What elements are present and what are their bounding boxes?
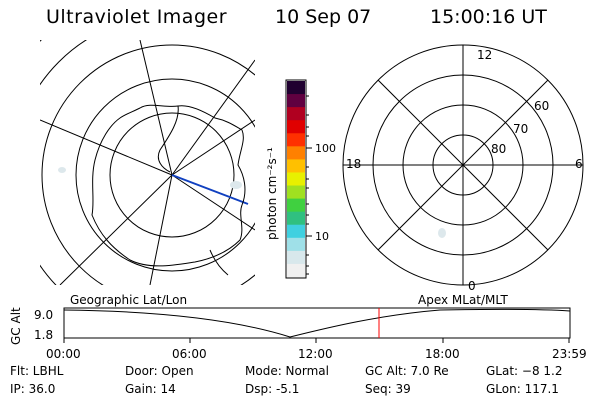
colorbar-segment: [287, 94, 305, 108]
colorbar-segment: [287, 159, 305, 173]
lat-label-80: 80: [491, 142, 506, 156]
dsp-info: Dsp: -5.1: [245, 382, 300, 396]
colorbar-segment: [287, 224, 305, 239]
colorbar-label: photon cm⁻²s⁻¹: [265, 147, 279, 240]
colorbar-tick-100: 100: [315, 142, 336, 155]
timeline-axis-label: GC Alt: [9, 307, 23, 345]
ip-info: IP: 36.0: [10, 382, 56, 396]
lat-label-70: 70: [513, 122, 528, 136]
colorbar-segment: [287, 250, 305, 265]
colorbar-tick-10: 10: [315, 230, 329, 243]
filter-info: Flt: LBHL: [10, 364, 64, 378]
timeline-ytick-top: 9.0: [34, 308, 53, 322]
glon-info: GLon: 117.1: [486, 382, 559, 396]
geographic-map: [40, 40, 255, 285]
glat-info: GLat: −8 1.2: [486, 364, 563, 378]
colorbar-segment: [287, 198, 305, 213]
colorbar-segment: [287, 263, 305, 278]
timeline-xtick-4: 23:59: [552, 347, 587, 361]
colorbar-segment: [287, 120, 305, 134]
gain-info: Gain: 14: [125, 382, 176, 396]
colorbar-segment: [287, 172, 305, 187]
colorbar-segment: [287, 133, 305, 147]
lat-label-60: 60: [534, 99, 549, 113]
colorbar-segment: [287, 146, 305, 160]
mode-info: Mode: Normal: [245, 364, 329, 378]
timeline-plot: [63, 307, 571, 343]
colorbar: [285, 79, 312, 279]
mlt-label-0: 0: [468, 279, 476, 293]
mlt-polar-plot: [342, 44, 584, 286]
date-label: 10 Sep 07: [275, 6, 372, 28]
page-title: Ultraviolet Imager: [46, 6, 228, 28]
timeline-xtick-3: 18:00: [425, 347, 460, 361]
colorbar-segment: [287, 107, 305, 121]
time-label: 15:00:16 UT: [430, 6, 547, 28]
timeline-xtick-0: 00:00: [46, 347, 81, 361]
mlt-label-12: 12: [477, 48, 492, 62]
timeline-right-label: Apex MLat/MLT: [418, 293, 508, 307]
colorbar-segment: [287, 237, 305, 252]
seq-info: Seq: 39: [365, 382, 411, 396]
timeline-xtick-1: 06:00: [172, 347, 207, 361]
timeline-xtick-2: 12:00: [298, 347, 333, 361]
colorbar-segment: [287, 185, 305, 200]
door-info: Door: Open: [125, 364, 194, 378]
coastline: [91, 104, 246, 267]
mlt-label-6: 6: [575, 157, 583, 171]
colorbar-segment: [287, 81, 305, 95]
colorbar-segment: [287, 211, 305, 226]
mlt-label-18: 18: [346, 157, 361, 171]
gc-alt-info: GC Alt: 7.0 Re: [365, 364, 449, 378]
timeline-left-label: Geographic Lat/Lon: [70, 293, 187, 307]
timeline-ytick-bottom: 1.8: [34, 328, 53, 342]
